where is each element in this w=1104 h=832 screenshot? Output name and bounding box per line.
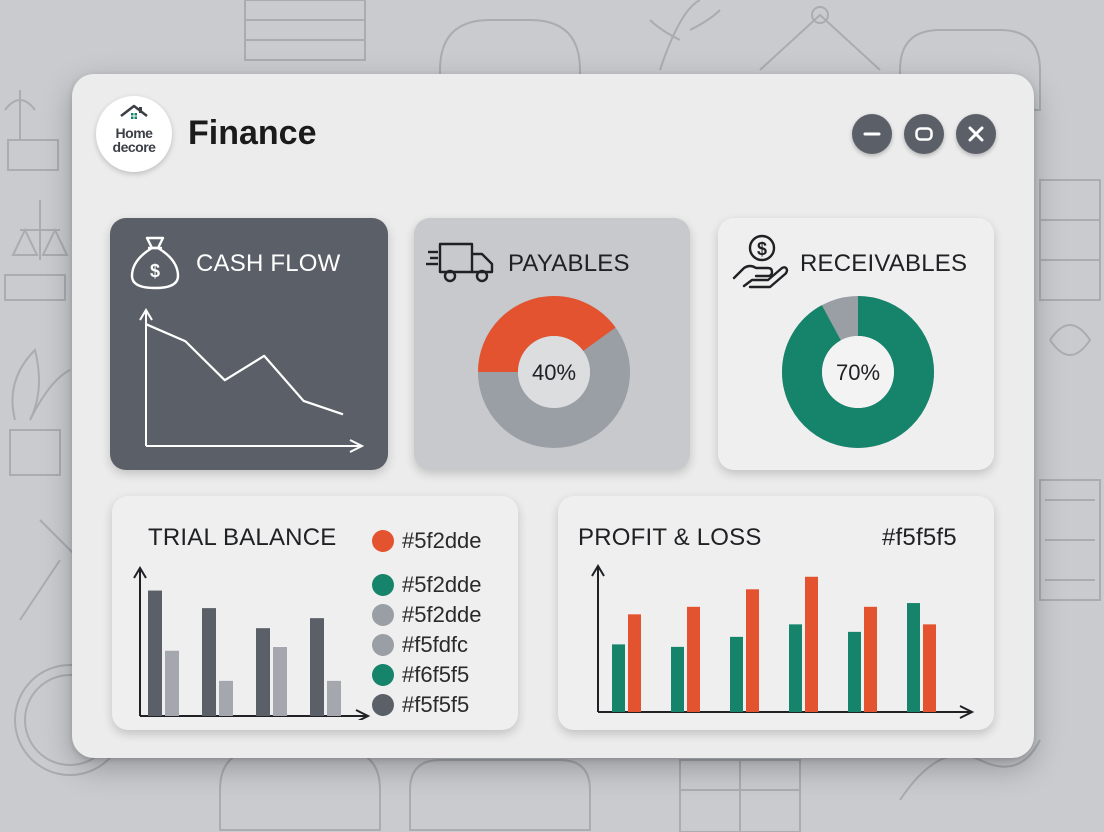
legend-label: #5f2dde [402, 528, 482, 553]
profit-loss-bar [687, 606, 700, 712]
payables-card[interactable]: PAYABLES 40% [414, 218, 690, 470]
legend-swatch [372, 634, 394, 656]
trial-balance-bar [148, 590, 162, 716]
cash-flow-x-arrow [349, 439, 365, 453]
trial-balance-bar [202, 608, 216, 716]
app-logo: Home decore [96, 96, 172, 172]
payables-donut-value [478, 296, 630, 448]
minimize-icon [863, 132, 881, 136]
legend-swatch [372, 530, 394, 552]
receivables-donut-value [782, 296, 934, 448]
legend-label: #5f2dde [402, 572, 482, 597]
maximize-icon [915, 127, 933, 141]
profit-loss-title: PROFIT & LOSS [578, 524, 762, 551]
profit-loss-bar [848, 631, 861, 712]
profit-loss-bar [805, 576, 818, 712]
hand-coin-icon: $ [732, 234, 789, 289]
legend-swatch [372, 694, 394, 716]
payables-donut: 40% [478, 296, 630, 448]
cash-flow-card[interactable]: $ CASH FLOW [110, 218, 388, 470]
cash-flow-series-line [145, 323, 344, 416]
trial-balance-title: TRIAL BALANCE [148, 524, 337, 551]
receivables-percent: 70% [836, 360, 880, 385]
legend-swatch [372, 574, 394, 596]
svg-text:$: $ [757, 239, 767, 259]
cash-flow-title: CASH FLOW [196, 250, 341, 277]
profit-loss-bar [923, 624, 936, 712]
money-bag-icon: $ [130, 236, 180, 290]
legend-label: #5f2dde [402, 602, 482, 627]
trial-balance-bar [165, 650, 179, 716]
logo-text: Home decore [96, 126, 172, 154]
payables-title: PAYABLES [508, 250, 630, 277]
profit-loss-bar [789, 624, 802, 712]
profit-loss-bar [612, 644, 625, 712]
logo-line-1: Home [115, 125, 153, 141]
profit-loss-bar [746, 589, 759, 712]
profit-loss-bar [671, 646, 684, 712]
legend-label: #f6f5f5 [402, 662, 470, 687]
payables-donut-center [518, 336, 590, 408]
receivables-title: RECEIVABLES [800, 250, 968, 277]
profit-loss-y-arrow [591, 564, 605, 577]
legend-swatch [372, 664, 394, 686]
trial-balance-bar [219, 680, 233, 716]
svg-text:$: $ [150, 261, 160, 281]
profit-loss-bar [730, 636, 743, 712]
logo-line-2: decore [112, 139, 156, 155]
legend-label: #f5fdfc [402, 632, 469, 657]
legend-swatch [372, 604, 394, 626]
profit-loss-label: #f5f5f5 [882, 524, 957, 551]
trial-balance-bar [327, 680, 341, 716]
house-icon [120, 104, 148, 119]
cash-flow-line-chart [139, 308, 365, 453]
delivery-truck-icon [426, 242, 494, 283]
finance-window: Home decore Finance $ CASH FLOW [72, 74, 1034, 758]
trial-balance-bar [256, 628, 270, 716]
trial-balance-bar [273, 647, 287, 716]
trial-balance-y-arrow [133, 566, 147, 579]
receivables-donut: 70% [782, 296, 934, 448]
cash-flow-y-arrow [139, 308, 153, 321]
app-title: Finance [188, 114, 317, 152]
close-button[interactable] [956, 114, 996, 154]
payables-percent: 40% [532, 360, 576, 385]
profit-loss-bar [628, 614, 641, 712]
profit-loss-bar [864, 606, 877, 712]
close-icon [968, 126, 984, 142]
trial-balance-bar [310, 618, 324, 716]
trial-balance-card[interactable]: TRIAL BALANCE #5f2dde #5f2dde #5f2dde #f5fd… [112, 496, 518, 730]
profit-loss-x-arrow [959, 705, 975, 719]
profit-loss-bar-chart [591, 564, 975, 719]
profit-loss-card[interactable]: PROFIT & LOSS #f5f5f5 [558, 496, 994, 730]
minimize-button[interactable] [852, 114, 892, 154]
maximize-button[interactable] [904, 114, 944, 154]
legend-label: #f5f5f5 [402, 692, 470, 717]
receivables-donut-center [822, 336, 894, 408]
profit-loss-bar [907, 603, 920, 712]
receivables-card[interactable]: $ RECEIVABLES 70% [718, 218, 994, 470]
trial-balance-bar-chart [133, 566, 371, 720]
trial-balance-x-arrow [355, 709, 371, 720]
